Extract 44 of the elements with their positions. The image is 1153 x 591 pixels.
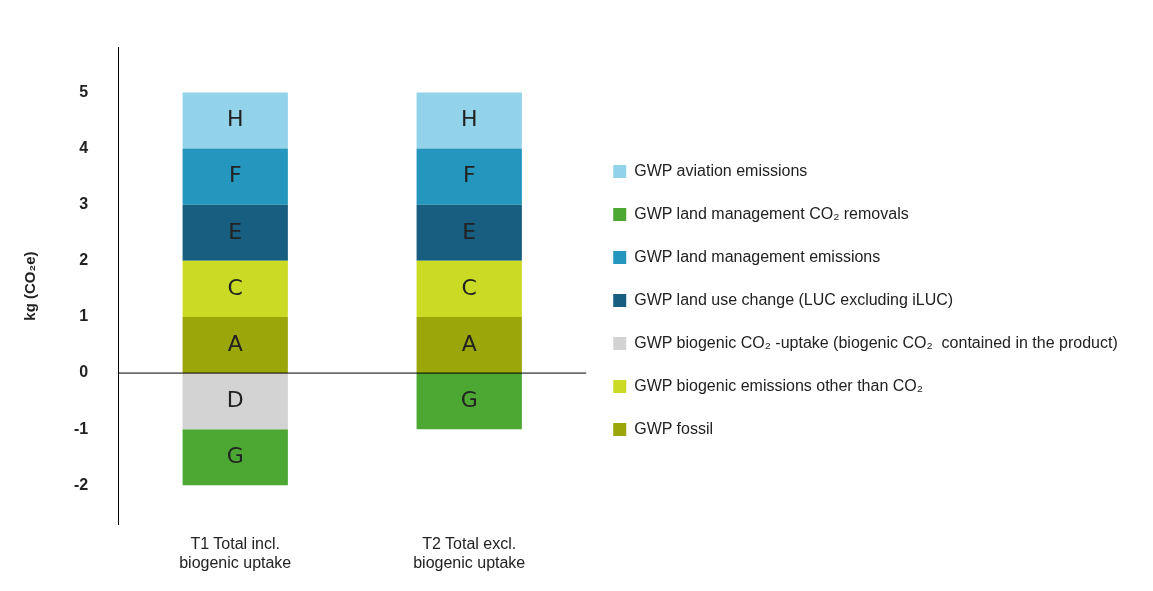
legend-label: GWP biogenic CO₂ -uptake (biogenic CO₂ contained in the product) (634, 333, 1118, 351)
bar (182, 373, 288, 430)
legend-label: GWP land management CO₂ removals (634, 204, 909, 222)
x-tick-label: T1 Total incl. biogenic uptake (179, 534, 292, 571)
bar (182, 148, 288, 205)
bar (182, 316, 288, 374)
legend-label: GWP biogenic emissions other than CO₂ (634, 376, 923, 394)
bar (416, 148, 522, 205)
data-label: F (228, 162, 242, 188)
data-label: C (461, 274, 477, 300)
data-label: H (460, 106, 478, 132)
bar (416, 92, 522, 149)
data-label: D (226, 386, 244, 412)
legend-label: GWP aviation emissions (634, 161, 808, 179)
data-label: H (226, 106, 244, 132)
legend-label: GWP land management emissions (634, 247, 881, 265)
y-tick-label: -2 (73, 475, 89, 493)
y-tick-label: 4 (79, 139, 89, 157)
bar (182, 204, 288, 261)
bar (416, 260, 522, 317)
y-axis-title: kg (CO₂e) (21, 251, 39, 321)
bar (416, 204, 522, 261)
data-label: F (462, 162, 476, 188)
legend-label: GWP land use change (LUC excluding iLUC) (634, 290, 954, 308)
x-tick-label: T2 Total excl. biogenic uptake (413, 534, 526, 571)
bar (416, 316, 522, 374)
data-label: C (227, 274, 243, 300)
y-tick-label: 3 (79, 195, 89, 213)
data-label: A (461, 330, 477, 356)
bar (182, 429, 288, 486)
y-tick-label: 0 (79, 363, 89, 381)
y-tick-label: -1 (73, 419, 89, 437)
bar (182, 92, 288, 149)
bar (182, 260, 288, 317)
data-label: A (227, 330, 243, 356)
y-tick-label: 2 (79, 251, 89, 269)
data-label: G (226, 442, 244, 468)
data-label: E (462, 218, 477, 244)
data-label: G (460, 386, 478, 412)
y-tick-label: 5 (79, 82, 89, 100)
bar (416, 373, 522, 430)
y-tick-label: 1 (79, 307, 89, 325)
data-label: E (228, 218, 243, 244)
legend-label: GWP fossil (634, 419, 714, 437)
